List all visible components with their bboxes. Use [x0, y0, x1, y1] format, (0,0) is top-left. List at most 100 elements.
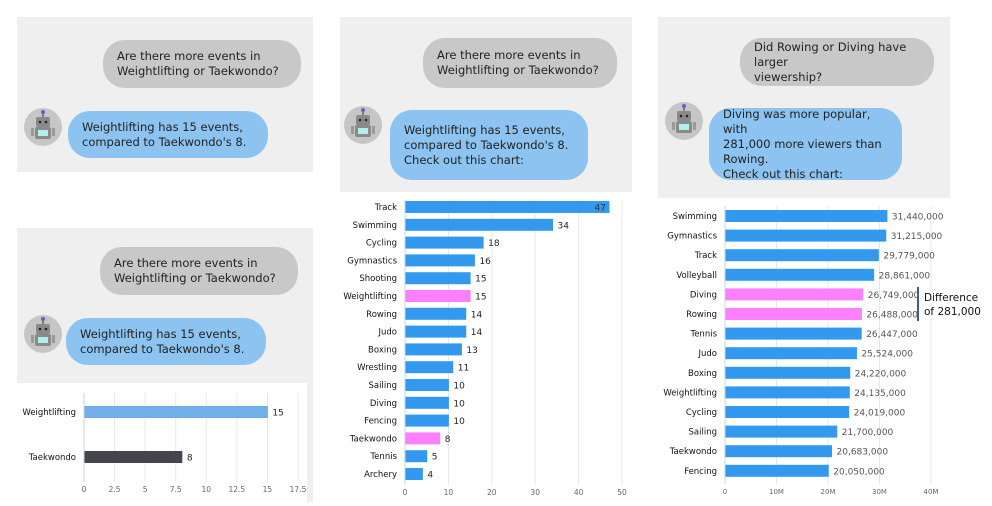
chat-panel-3: Are there more events in Weightlifting o… — [340, 17, 632, 192]
robot-avatar-icon — [24, 108, 62, 146]
events-chart: 0 10 20 30 40 50 Track 47 Swimming 34 Cycling 18 Gym… — [340, 192, 632, 502]
x-tick-label: 15 — [263, 485, 273, 494]
value-label: 25,524,000 — [861, 350, 913, 360]
x-tick-label: 10 — [202, 485, 212, 494]
category-label: Weightlifting — [663, 388, 717, 398]
value-label: 16 — [479, 257, 491, 267]
value-label: 14 — [471, 328, 483, 338]
value-label: 8 — [187, 454, 193, 464]
bot-answer-bubble: Weightlifting has 15 events, compared to… — [390, 110, 588, 180]
value-label: 34 — [558, 221, 570, 231]
category-label: Sailing — [369, 381, 397, 391]
bar-judo — [405, 325, 467, 338]
bar-cycling — [725, 406, 850, 418]
category-label: Track — [694, 251, 717, 261]
value-label: 21,700,000 — [842, 428, 894, 438]
value-label: 10 — [453, 417, 465, 427]
bar-gymnastics — [725, 229, 887, 242]
user-question-bubble: Did Rowing or Diving have larger viewers… — [740, 38, 934, 86]
bar-fencing — [405, 414, 449, 427]
value-label: 20,050,000 — [833, 467, 885, 477]
value-label: 28,861,000 — [879, 271, 931, 281]
bar-track — [725, 249, 879, 262]
x-tick-label: 10 — [444, 488, 454, 497]
x-tick-label: 0 — [403, 488, 408, 497]
category-label: Fencing — [684, 467, 717, 477]
bar-fencing — [725, 464, 829, 477]
bar-gymnastics — [405, 254, 475, 267]
bar-taekwondo — [84, 451, 183, 463]
x-tick-label: 30M — [872, 488, 887, 496]
category-label: Diving — [690, 290, 717, 300]
value-label: 26,447,000 — [866, 330, 918, 340]
bar-cycling — [405, 236, 484, 249]
category-label: Tennis — [689, 330, 717, 340]
bar-shooting — [405, 272, 471, 285]
chat-panel-4: Did Rowing or Diving have larger viewers… — [658, 17, 950, 198]
category-label: Fencing — [364, 417, 397, 427]
bar-weightlifting — [725, 386, 850, 399]
chart-svg: 0 2.5 5 7.5 10 12.5 15 17.5 Weightlifting 15 Taekw… — [22, 393, 307, 494]
category-label: Gymnastics — [347, 256, 397, 266]
value-label: 14 — [471, 310, 483, 320]
value-label: 13 — [466, 346, 477, 356]
bar-tennis — [405, 450, 428, 463]
x-tick-label: 50 — [617, 488, 627, 497]
bar-swimming — [725, 210, 888, 222]
chat-panel-2: Are there more events in Weightlifting o… — [17, 228, 313, 383]
x-tick-label: 5 — [143, 485, 148, 494]
category-label: Swimming — [673, 212, 717, 222]
bar-diving — [725, 288, 864, 301]
user-question-bubble: Are there more events in Weightlifting o… — [423, 38, 617, 88]
x-tick-label: 40 — [574, 488, 584, 497]
user-question-bubble: Are there more events in Weightlifting o… — [103, 40, 301, 88]
value-label: 47 — [595, 204, 606, 214]
bar-taekwondo — [405, 432, 441, 445]
category-label: Judo — [698, 349, 718, 359]
category-label: Wrestling — [357, 363, 397, 373]
x-tick-label: 20M — [821, 488, 836, 496]
bar-weightlifting — [84, 406, 268, 418]
value-label: 5 — [432, 453, 438, 463]
value-label: 20,683,000 — [837, 448, 889, 458]
chart-svg: 0 10 20 30 40 50 Track 47 Swimming 34 Cycling 18 Gym… — [343, 200, 627, 497]
bar-taekwondo — [725, 445, 833, 458]
x-tick-label: 10M — [769, 488, 784, 496]
viewership-chart: 0 10M 20M 30M 40M Swimming 31,440,000 Gymnastic… — [658, 198, 950, 502]
x-tick-label: 0 — [723, 488, 727, 496]
robot-avatar-icon — [24, 315, 62, 353]
category-label: Taekwondo — [669, 447, 717, 457]
bot-answer-bubble: Weightlifting has 15 events, compared to… — [66, 318, 266, 365]
value-label: 29,779,000 — [883, 252, 935, 262]
bar-boxing — [725, 366, 851, 379]
value-label: 4 — [427, 471, 433, 481]
value-label: 24,135,000 — [854, 389, 906, 399]
x-tick-label: 7.5 — [170, 485, 182, 494]
value-label: 15 — [475, 275, 486, 285]
bar-sailing — [405, 379, 449, 391]
bar-rowing — [405, 307, 467, 320]
value-label: 24,019,000 — [854, 409, 906, 419]
bot-answer-bubble: Weightlifting has 15 events, compared to… — [68, 111, 268, 158]
category-label: Weightlifting — [343, 292, 397, 302]
category-label: Taekwondo — [349, 434, 397, 444]
value-label: 31,440,000 — [892, 213, 944, 223]
bar-archery — [405, 468, 423, 480]
bar-sailing — [725, 425, 838, 438]
bar-swimming — [405, 218, 554, 231]
x-tick-label: 40M — [924, 488, 939, 496]
category-label: Rowing — [366, 310, 397, 320]
category-label: Cycling — [366, 239, 397, 249]
value-label: 26,749,000 — [868, 291, 920, 301]
value-label: 31,215,000 — [891, 232, 943, 242]
value-label: 10 — [453, 382, 465, 392]
bar-weightlifting — [405, 290, 471, 302]
category-label: Diving — [370, 399, 397, 409]
bar-judo — [725, 347, 857, 360]
value-label: 24,220,000 — [855, 369, 907, 379]
user-question-bubble: Are there more events in Weightlifting o… — [100, 247, 298, 295]
difference-bracket — [917, 287, 919, 321]
category-label: Volleyball — [676, 271, 717, 281]
category-label: Sailing — [689, 428, 717, 438]
bar-wrestling — [405, 361, 454, 374]
